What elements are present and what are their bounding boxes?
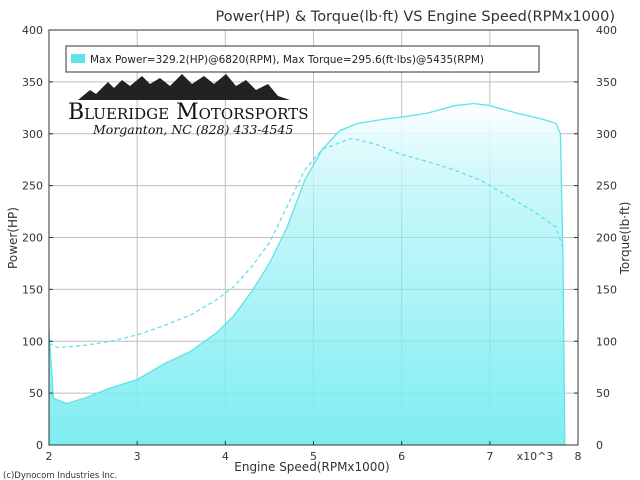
x-tick-label: 7	[486, 450, 493, 463]
x-axis-unit-label: x10^3	[517, 450, 554, 463]
x-tick-label: 6	[398, 450, 405, 463]
y-tick-label-left: 250	[22, 180, 43, 193]
legend-text: Max Power=329.2(HP)@6820(RPM), Max Torqu…	[90, 54, 484, 66]
y-tick-label-left: 400	[22, 24, 43, 37]
logo: Blueridge Motorsports Morganton, NC (828…	[68, 74, 308, 137]
y-tick-label-right: 50	[596, 387, 610, 400]
y-tick-label-right: 350	[596, 76, 617, 89]
logo-company-name: Blueridge Motorsports	[68, 100, 308, 125]
legend-swatch	[71, 54, 85, 63]
series-line-torque	[48, 137, 564, 349]
x-tick-label: 3	[134, 450, 141, 463]
y-tick-label-right: 400	[596, 24, 617, 37]
series-layer	[48, 102, 566, 446]
x-tick-label: 2	[46, 450, 53, 463]
y-axis-left-label: Power(HP)	[6, 207, 20, 269]
mountain-logo-icon	[78, 74, 290, 100]
chart-title: Power(HP) & Torque(lb·ft) VS Engine Spee…	[215, 9, 615, 25]
legend-box	[65, 45, 540, 73]
copyright-text: (c)Dynocom Industries Inc.	[3, 471, 117, 480]
y-tick-label-right: 250	[596, 180, 617, 193]
logo-address: Morganton, NC (828) 433-4545	[92, 122, 293, 137]
y-tick-label-left: 150	[22, 283, 43, 296]
y-tick-label-left: 100	[22, 335, 43, 348]
y-axis-left-ticks: 0 50 100 150 200 250 300 350 400	[22, 24, 53, 452]
y-tick-label-left: 0	[36, 439, 43, 452]
x-axis-ticks: 2 3 4 5 6 7 8	[46, 441, 582, 463]
y-tick-label-left: 300	[22, 128, 43, 141]
y-tick-label-right: 200	[596, 232, 617, 245]
x-tick-label: 8	[575, 450, 582, 463]
y-axis-right-label: Torque(lb·ft)	[618, 202, 632, 276]
y-tick-label-left: 200	[22, 232, 43, 245]
series-line-power	[48, 102, 566, 446]
x-axis-label: Engine Speed(RPMx1000)	[234, 460, 390, 474]
y-tick-label-left: 350	[22, 76, 43, 89]
y-tick-label-right: 100	[596, 335, 617, 348]
legend: Max Power=329.2(HP)@6820(RPM), Max Torqu…	[65, 45, 540, 73]
x-tick-label: 4	[222, 450, 229, 463]
x-tick-label: 5	[310, 450, 317, 463]
y-tick-label-right: 0	[596, 439, 603, 452]
y-tick-label-left: 50	[29, 387, 43, 400]
y-axis-right-ticks: 0 50 100 150 200 250 300 350 400	[574, 24, 617, 452]
y-tick-label-right: 150	[596, 283, 617, 296]
y-tick-label-right: 300	[596, 128, 617, 141]
area-power	[49, 103, 565, 445]
